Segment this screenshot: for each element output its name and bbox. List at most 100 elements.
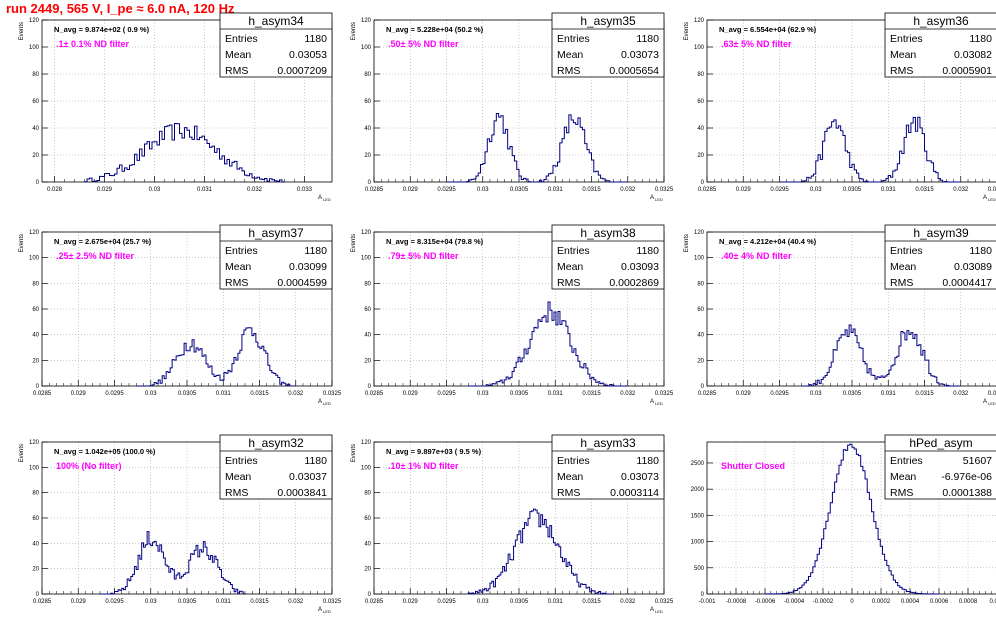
x-axis-title: A [983, 195, 987, 201]
stats-value: 0.0001388 [942, 487, 992, 499]
y-tick-label: 2500 [691, 461, 705, 467]
y-tick-label: 2000 [691, 487, 705, 493]
x-tick-label: 0.0285 [33, 599, 52, 605]
x-tick-label: 0.0325 [323, 391, 342, 397]
y-tick-label: 100 [361, 465, 372, 471]
stats-box [551, 434, 665, 500]
y-tick-label: 40 [697, 126, 704, 132]
x-axis-title: A [650, 399, 654, 405]
y-tick-label: 1000 [691, 540, 705, 546]
x-tick-label: 0.03 [145, 391, 157, 397]
y-axis-title: Events [19, 234, 25, 252]
y-tick-label: 20 [697, 153, 704, 159]
y-tick-label: 40 [364, 126, 371, 132]
stats-value: 1180 [969, 245, 992, 257]
histogram-line [136, 327, 296, 387]
stats-value: 0.0005901 [942, 65, 992, 77]
y-tick-label: 60 [697, 99, 704, 105]
y-tick-label: 120 [29, 230, 40, 236]
navg-label: N_avg = 9.874e+02 ( 0.9 %) [54, 25, 150, 34]
y-axis-title: Events [684, 22, 690, 40]
y-tick-label: 0 [701, 592, 705, 598]
x-axis-title-sub: LED [988, 197, 996, 202]
x-tick-label: 0.0315 [915, 187, 934, 193]
x-axis-title-sub: LED [655, 401, 663, 406]
filter-label: .40± 4% ND filter [721, 251, 792, 261]
histogram-line [468, 301, 628, 387]
y-tick-label: 100 [694, 256, 705, 262]
histogram-line [801, 324, 961, 387]
y-tick-label: 100 [361, 256, 372, 262]
x-tick-label: 0.03 [149, 187, 161, 193]
stats-title: hPed_asym [909, 436, 972, 450]
y-tick-label: 80 [697, 72, 704, 78]
y-tick-label: 60 [364, 99, 371, 105]
stats-label: Entries [890, 245, 923, 257]
y-tick-label: 80 [364, 491, 371, 497]
x-axis-title-sub: LED [323, 609, 331, 614]
stats-box [884, 12, 996, 78]
x-tick-label: 0.03 [810, 391, 822, 397]
stats-label: Mean [225, 261, 251, 273]
stats-value: 0.03073 [621, 49, 659, 61]
histogram-line [779, 116, 961, 183]
x-tick-label: 0.028 [47, 187, 63, 193]
x-tick-label: 0.0305 [178, 599, 197, 605]
stats-label: RMS [890, 65, 913, 77]
x-tick-label: 0.0285 [33, 391, 52, 397]
y-tick-label: 120 [29, 18, 40, 24]
x-tick-label: 0.029 [736, 187, 752, 193]
y-tick-label: 80 [364, 72, 371, 78]
y-tick-label: 0 [368, 180, 372, 186]
stats-value: 1180 [636, 245, 659, 257]
x-tick-label: 0.0295 [437, 187, 456, 193]
navg-label: N_avg = 9.897e+03 ( 9.5 %) [386, 447, 482, 456]
x-tick-label: 0.0285 [698, 187, 717, 193]
y-axis-title: Events [19, 22, 25, 40]
stats-title: h_asym38 [580, 226, 636, 240]
x-tick-label: 0.031 [548, 599, 564, 605]
x-tick-label: 0.032 [620, 391, 636, 397]
filter-label: .10± 1% ND filter [388, 461, 459, 471]
x-tick-label: 0.032 [247, 187, 263, 193]
y-tick-label: 40 [364, 541, 371, 547]
stats-label: Entries [557, 455, 590, 467]
stats-value: 1180 [304, 455, 327, 467]
stats-title: h_asym37 [248, 226, 304, 240]
stats-value: 0.0002869 [609, 277, 659, 289]
x-tick-label: 0.032 [288, 391, 304, 397]
histogram-line [84, 123, 285, 183]
x-tick-label: 0.033 [297, 187, 313, 193]
x-tick-label: 0.0315 [250, 391, 269, 397]
histogram-line [100, 531, 246, 595]
x-tick-label: 0.031 [548, 391, 564, 397]
stats-value: 0.03037 [289, 471, 327, 483]
y-tick-label: 60 [32, 307, 39, 313]
stats-value: 0.0004599 [277, 277, 327, 289]
x-tick-label: 0.029 [403, 187, 419, 193]
x-tick-label: 0.0295 [437, 391, 456, 397]
x-axis-title-sub: LED [988, 401, 996, 406]
filter-label: Shutter Closed [721, 461, 785, 471]
panel-h_asym34: 0.028 0.029 0.03 0.031 0.032 0.033 0 20 40 60 80 10… [19, 12, 333, 202]
stats-label: Mean [557, 471, 583, 483]
y-tick-label: 100 [29, 45, 40, 51]
stats-label: Entries [225, 455, 258, 467]
x-tick-label: 0.0325 [655, 187, 674, 193]
stats-label: RMS [225, 65, 248, 77]
y-tick-label: 20 [364, 567, 371, 573]
panel-h_asym39: 0.0285 0.029 0.0295 0.03 0.0305 0.031 0.0315 0.… [684, 224, 996, 406]
y-tick-label: 80 [32, 281, 39, 287]
x-tick-label: 0.03 [477, 599, 489, 605]
y-tick-label: 60 [364, 307, 371, 313]
stats-box [551, 224, 665, 290]
x-tick-label: 0.031 [548, 187, 564, 193]
stats-label: Mean [890, 49, 916, 61]
y-tick-label: 40 [697, 333, 704, 339]
x-tick-label: 0.0006 [930, 599, 949, 605]
x-tick-label: 0.001 [989, 599, 996, 605]
y-axis-title: Events [351, 22, 357, 40]
x-tick-label: 0.0295 [105, 599, 124, 605]
y-tick-label: 80 [697, 281, 704, 287]
